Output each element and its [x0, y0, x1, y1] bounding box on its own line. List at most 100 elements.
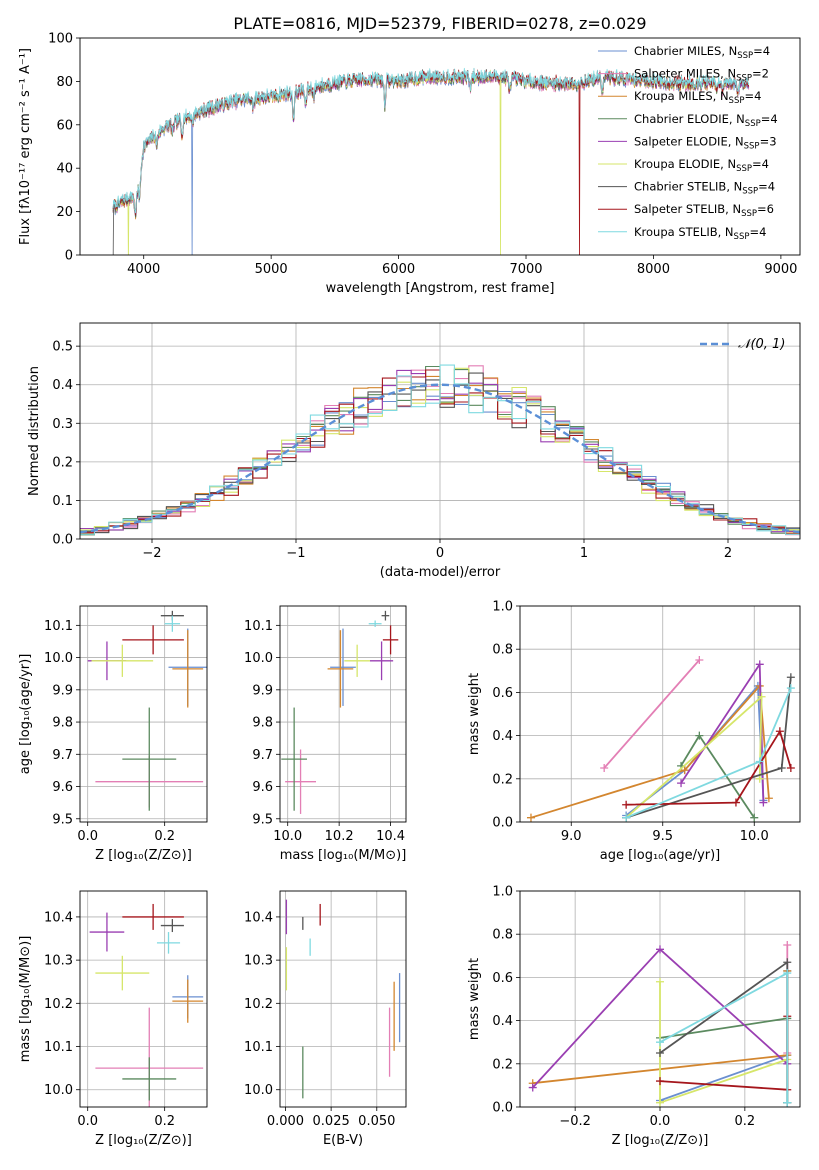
residual-histogram-panel: −2 −1 0 1 2 0.0 0.1 0.2 0.3 0.4 0.5 (data-model)/er… — [27, 322, 801, 580]
axes-frame — [279, 605, 407, 823]
y-tick-label: 0.4 — [492, 729, 513, 744]
axes-frame — [79, 322, 801, 540]
y-tick-label: 10.2 — [44, 997, 73, 1012]
y-tick-label: 0.0 — [52, 533, 73, 548]
axes: −2 −1 0 1 2 0.0 0.1 0.2 0.3 0.4 0.5 (data-model)/er… — [27, 322, 801, 580]
series-salpeter-miles — [600, 656, 704, 772]
y-tick-label: 9.5 — [52, 812, 73, 827]
x-tick-label: 2 — [724, 546, 732, 561]
data-point — [731, 798, 740, 807]
legend-subscript: SSP — [734, 232, 750, 242]
y-tick-label: 9.9 — [252, 683, 273, 698]
legend-subscript: SSP — [736, 74, 752, 84]
spectrum-line-kroupa-stelib — [112, 67, 750, 214]
series-salpeter-elodie — [677, 660, 768, 807]
x-axis-label: E(B-V) — [323, 1133, 363, 1148]
y-tick-label: 10.2 — [244, 997, 273, 1012]
spectrum-legend: Chabrier MILES, NSSP=4 Salpeter MILES, NS… — [598, 44, 778, 242]
spectrum-panel: 4000 5000 6000 7000 8000 9000 0 20 40 60 80 100 wave… — [18, 32, 801, 296]
legend-entry-kroupa-miles: Kroupa MILES, NSSP=4 — [634, 89, 761, 106]
data-point — [775, 727, 784, 736]
legend-entry-salpeter-miles: Salpeter MILES, NSSP=2 — [634, 67, 769, 84]
data-point — [622, 813, 631, 822]
legend-main: Chabrier STELIB, N — [634, 180, 742, 194]
x-tick-label: 0.2 — [154, 829, 175, 844]
mass-vs-metallicity-panel: 0.0 0.2 10.0 10.1 10.2 10.3 10.4 Z [log₁₀(Z/Z⊙)… — [18, 890, 208, 1148]
x-axis-label: age [log₁₀(age/yr)] — [600, 848, 721, 863]
x-tick-label: 10.2 — [325, 829, 354, 844]
series-line — [530, 685, 770, 819]
x-tick-label: 9.5 — [652, 829, 673, 844]
legend-entry-chabrier-miles: Chabrier MILES, NSSP=4 — [634, 44, 770, 61]
data-point — [677, 779, 686, 788]
legend-main: Kroupa ELODIE, N — [634, 157, 736, 171]
mass-weight-vs-age-panel: 9.0 9.5 10.0 0.0 0.2 0.4 0.6 0.8 1.0 age [log₁₀(a… — [467, 600, 801, 863]
plot-area — [526, 656, 795, 822]
y-tick-label: 0.2 — [492, 1057, 513, 1072]
y-tick-label: 0.4 — [52, 378, 73, 393]
histogram-chabrier-stelib — [80, 372, 800, 534]
y-tick-label: 10.4 — [44, 910, 73, 925]
legend-main: Chabrier MILES, N — [634, 44, 737, 58]
data-point — [786, 673, 795, 682]
y-tick-label: 10.1 — [44, 619, 73, 634]
legend-main: Kroupa STELIB, N — [634, 225, 734, 239]
data-point — [528, 1083, 537, 1092]
grid — [80, 606, 207, 822]
y-tick-label: 10.1 — [44, 1040, 73, 1055]
y-tick-label: 10.4 — [244, 910, 273, 925]
axes: 10.0 10.2 10.4 9.5 9.6 9.7 9.8 9.9 10.0 10.1 mass … — [244, 605, 407, 863]
normal-curve — [80, 383, 800, 534]
y-tick-label: 9.9 — [52, 683, 73, 698]
y-tick-label: 0.1 — [52, 494, 73, 509]
y-tick-label: 9.6 — [52, 780, 73, 795]
errorbar-chabrier-elodie — [281, 707, 307, 811]
axes-frame — [519, 605, 801, 823]
axes: 4000 5000 6000 7000 8000 9000 0 20 40 60 80 100 wave… — [18, 32, 801, 296]
data-point — [680, 766, 689, 775]
x-tick-label: 9000 — [764, 262, 797, 277]
axes: 9.0 9.5 10.0 0.0 0.2 0.4 0.6 0.8 1.0 age [log₁₀(a… — [467, 600, 801, 863]
plot-area — [528, 941, 792, 1107]
axes-frame — [79, 890, 208, 1108]
x-axis-label: Z [log₁₀(Z/Z⊙)] — [95, 1133, 192, 1148]
legend-subscript: SSP — [729, 96, 745, 106]
y-tick-label: 0.0 — [492, 1101, 513, 1116]
x-tick-label: 10.0 — [273, 829, 302, 844]
legend-entry-kroupa-stelib: Kroupa STELIB, NSSP=4 — [634, 225, 766, 242]
y-tick-label: 0 — [65, 249, 73, 264]
legend-subscript: SSP — [744, 141, 760, 151]
x-tick-label: 0.0 — [77, 829, 98, 844]
axes: −0.2 0.0 0.2 0.0 0.2 0.4 0.6 0.8 1.0 Z [log₁₀(Z/Z… — [467, 885, 801, 1148]
y-tick-label: 0.0 — [492, 816, 513, 831]
data-point — [783, 958, 792, 967]
plot-area — [89, 903, 204, 1107]
legend-count: =2 — [752, 67, 769, 81]
errorbar-salpeter-stelib — [382, 625, 399, 655]
y-tick-label: 80 — [56, 75, 73, 90]
legend-count: =6 — [757, 202, 774, 216]
x-tick-label: 1 — [580, 546, 588, 561]
x-axis-label: Z [log₁₀(Z/Z⊙)] — [612, 1133, 709, 1148]
x-tick-label: −0.2 — [559, 1114, 591, 1129]
y-axis-label: mass [log₁₀(M/M⊙)] — [18, 936, 33, 1063]
data-point — [622, 800, 631, 809]
data-point — [600, 764, 609, 772]
y-tick-label: 0.8 — [492, 643, 513, 658]
y-tick-label: 10.3 — [244, 954, 273, 969]
series-line — [626, 730, 792, 806]
x-axis-label: mass [log₁₀(M/M⊙)] — [280, 848, 407, 863]
y-tick-label: 0.6 — [492, 971, 513, 986]
grid — [280, 891, 406, 1107]
x-axis-label: wavelength [Angstrom, rest frame] — [326, 281, 555, 296]
errorbar-chabrier-stelib — [381, 610, 390, 621]
y-tick-label: 0.2 — [492, 772, 513, 787]
legend-entry-kroupa-elodie: Kroupa ELODIE, NSSP=4 — [634, 157, 769, 174]
y-tick-label: 0.6 — [492, 686, 513, 701]
legend-main: Salpeter ELODIE, N — [634, 134, 744, 148]
y-tick-label: 60 — [56, 118, 73, 133]
y-tick-label: 0.5 — [52, 340, 73, 355]
x-tick-label: 4000 — [127, 262, 160, 277]
data-point — [783, 969, 792, 978]
